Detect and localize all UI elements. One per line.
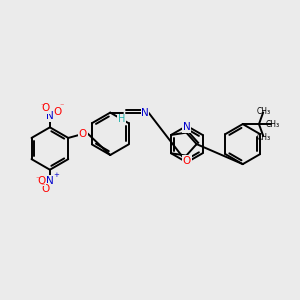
Text: +: + bbox=[53, 172, 59, 178]
Text: N: N bbox=[141, 108, 149, 118]
Text: ⁻: ⁻ bbox=[59, 101, 63, 110]
Text: CH₃: CH₃ bbox=[256, 133, 271, 142]
Text: CH₃: CH₃ bbox=[256, 106, 271, 116]
Text: O: O bbox=[41, 184, 50, 194]
Text: CH₃: CH₃ bbox=[266, 120, 280, 129]
Text: ⁻: ⁻ bbox=[40, 101, 44, 110]
Text: +: + bbox=[53, 108, 59, 114]
Text: ⁻: ⁻ bbox=[40, 182, 44, 190]
Text: N: N bbox=[46, 176, 54, 186]
Text: O: O bbox=[53, 107, 62, 117]
Text: O: O bbox=[79, 129, 87, 139]
Text: H: H bbox=[118, 114, 125, 124]
Text: ⁻: ⁻ bbox=[36, 174, 40, 183]
Text: O: O bbox=[183, 156, 191, 166]
Text: O: O bbox=[37, 176, 45, 186]
Text: O: O bbox=[41, 103, 50, 113]
Text: N: N bbox=[183, 122, 191, 132]
Text: N: N bbox=[46, 111, 54, 121]
